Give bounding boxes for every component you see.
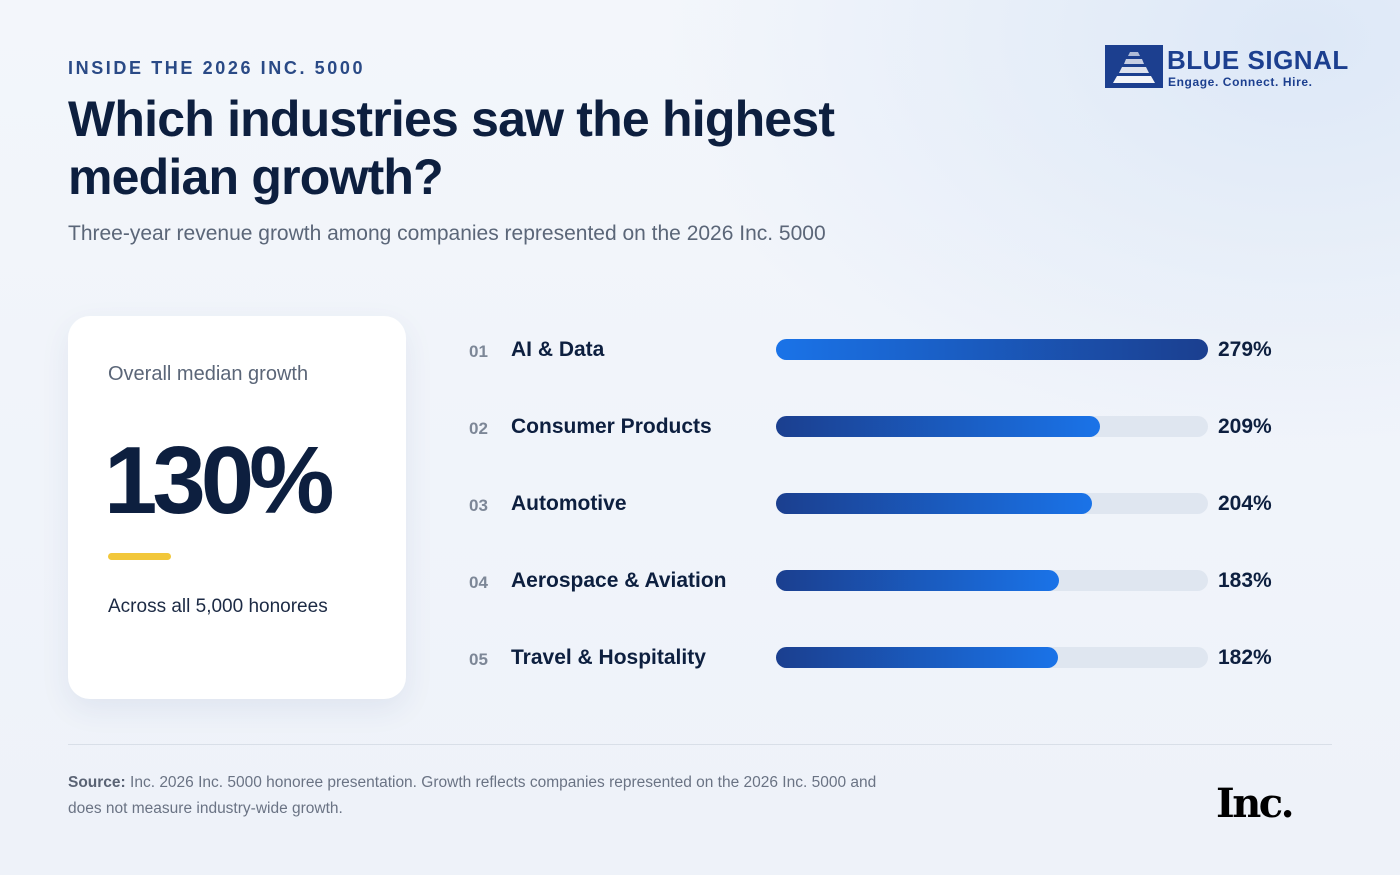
footer-divider (68, 744, 1332, 745)
bar-track (776, 647, 1208, 668)
bar (776, 416, 1100, 437)
bar (776, 647, 1058, 668)
bar-value-label: 182% (1218, 646, 1272, 669)
stat-value: 130% (104, 427, 335, 534)
bar-rank: 01 (469, 342, 488, 361)
bar-category-label: Consumer Products (511, 415, 712, 438)
logo-name: BLUE SIGNAL (1167, 45, 1349, 75)
source-label: Source: (68, 774, 126, 791)
bar-value-label: 204% (1218, 492, 1272, 515)
bar-category-label: Travel & Hospitality (511, 646, 706, 669)
page-title: Which industries saw the highest median … (68, 91, 835, 205)
bar (776, 570, 1059, 591)
bar-track (776, 339, 1208, 360)
stat-accent-bar (108, 553, 171, 560)
source-note: Source: Inc. 2026 Inc. 5000 honoree pres… (68, 770, 908, 822)
bar-rank: 04 (469, 573, 488, 592)
bar-rank: 03 (469, 496, 488, 515)
stat-card: Overall median growth 130% Across all 5,… (68, 316, 406, 699)
eyebrow: INSIDE THE 2026 INC. 5000 (68, 58, 366, 78)
bar-track (776, 416, 1208, 437)
subtitle: Three-year revenue growth among companie… (68, 222, 826, 245)
bar-rank: 02 (469, 419, 488, 438)
bar-rank: 05 (469, 650, 488, 669)
bar-track (776, 493, 1208, 514)
bar-category-label: AI & Data (511, 338, 605, 361)
bar-value-label: 183% (1218, 569, 1272, 592)
stat-note: Across all 5,000 honorees (108, 596, 328, 617)
bar-value-label: 209% (1218, 415, 1272, 438)
bar (776, 493, 1092, 514)
bar-track (776, 570, 1208, 591)
logo-tagline: Engage. Connect. Hire. (1168, 75, 1313, 89)
blue-signal-logo: BLUE SIGNAL Engage. Connect. Hire. (1105, 45, 1350, 90)
bar-category-label: Aerospace & Aviation (511, 569, 727, 592)
source-text: Inc. 2026 Inc. 5000 honoree presentation… (68, 774, 877, 817)
bar-category-label: Automotive (511, 492, 627, 515)
logo-mark-icon (1105, 45, 1163, 88)
bar (776, 339, 1208, 360)
inc-logo: Inc. (1216, 780, 1295, 827)
stat-label: Overall median growth (108, 363, 309, 385)
bar-value-label: 279% (1218, 338, 1272, 361)
